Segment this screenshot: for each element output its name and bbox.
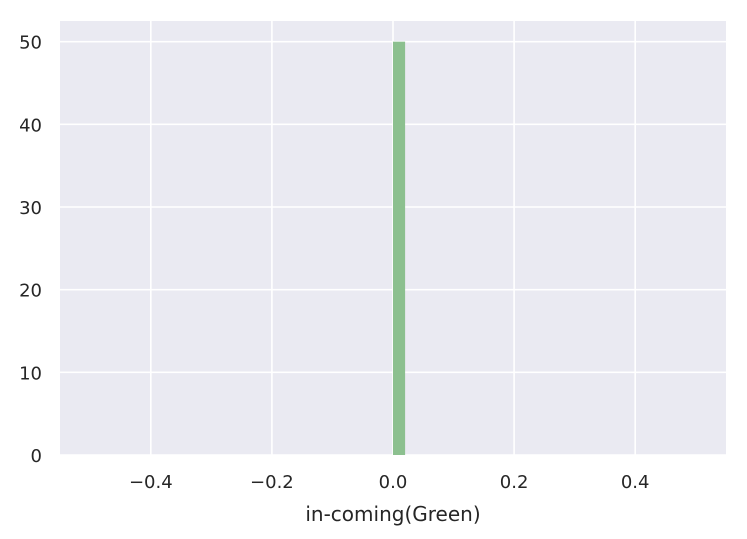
y-tick-label: 30 [19,198,42,219]
y-tick-label: 10 [19,363,42,384]
x-tick-label: −0.4 [129,472,173,493]
y-tick-label: 0 [31,446,42,467]
x-tick-label: 0.2 [500,472,529,493]
histogram-bar [393,41,406,456]
x-tick-labels: −0.4 −0.2 0.0 0.2 0.4 [129,472,650,493]
x-tick-label: 0.4 [621,472,650,493]
y-tick-label: 40 [19,115,42,136]
histogram-bars [393,41,406,456]
x-tick-label: 0.0 [379,472,408,493]
x-tick-label: −0.2 [250,472,294,493]
x-axis-label: in-coming(Green) [305,502,480,526]
y-tick-label: 20 [19,281,42,302]
y-tick-labels: 0 10 20 30 40 50 [19,33,42,467]
y-tick-label: 50 [19,33,42,54]
